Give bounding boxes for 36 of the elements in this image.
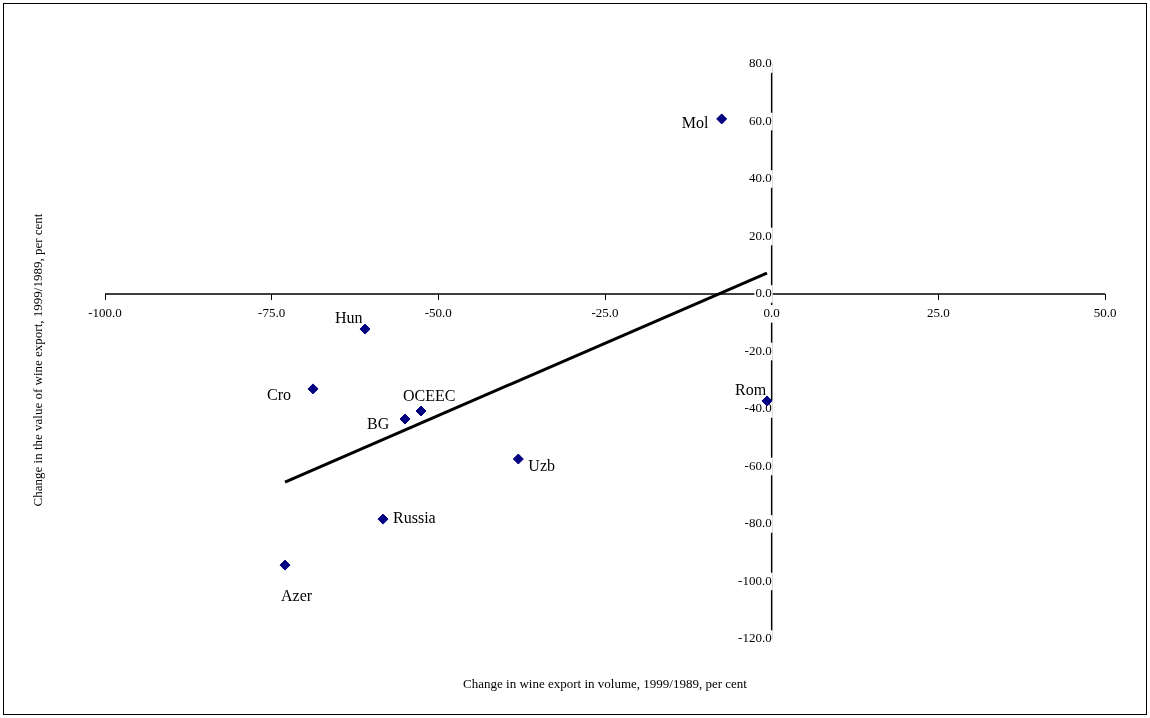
- y-axis-title: Change in the value of wine export, 1999/1989, per cent: [30, 212, 46, 509]
- point: [512, 453, 524, 465]
- annotation: Rom: [735, 381, 767, 399]
- x-tick-label: 50.0: [1093, 305, 1117, 321]
- point: [377, 513, 389, 525]
- y-tick-label: 0.0: [755, 285, 772, 301]
- y-tick-label: 40.0: [748, 170, 772, 186]
- x-axis-title: Change in wine export in volume, 1999/1989, per cent: [462, 676, 748, 692]
- annotation: Hun: [335, 309, 363, 327]
- y-tick-label: 60.0: [748, 112, 772, 128]
- annotation: Azer: [281, 587, 313, 605]
- x-tick-label: 25.0: [926, 305, 950, 321]
- annotation: BG: [367, 415, 390, 433]
- y-tick-label: -80.0: [744, 515, 772, 531]
- annotation: Cro: [267, 386, 291, 404]
- point: [399, 413, 411, 425]
- x-tick-label: -100.0: [88, 305, 122, 321]
- point: [415, 405, 427, 417]
- x-tick-label: -25.0: [591, 305, 619, 321]
- annotation: OCEEC: [403, 387, 456, 405]
- y-tick-label: -120.0: [738, 630, 772, 646]
- x-tick-label: -75.0: [258, 305, 286, 321]
- annotation: Uzb: [528, 457, 555, 475]
- y-tick-label: 20.0: [748, 227, 772, 243]
- y-tick-label: -100.0: [738, 572, 772, 588]
- point: [359, 323, 371, 335]
- y-tick-label: 80.0: [748, 55, 772, 71]
- y-tick-label: -20.0: [744, 342, 772, 358]
- annotation: Mol: [681, 114, 709, 132]
- point: [279, 559, 291, 571]
- y-tick-label: -60.0: [744, 457, 772, 473]
- y-tick-label: -40.0: [744, 400, 772, 416]
- point: [307, 383, 319, 395]
- point: [716, 113, 728, 125]
- annotation: Russia: [393, 509, 436, 527]
- x-tick-label: -50.0: [424, 305, 452, 321]
